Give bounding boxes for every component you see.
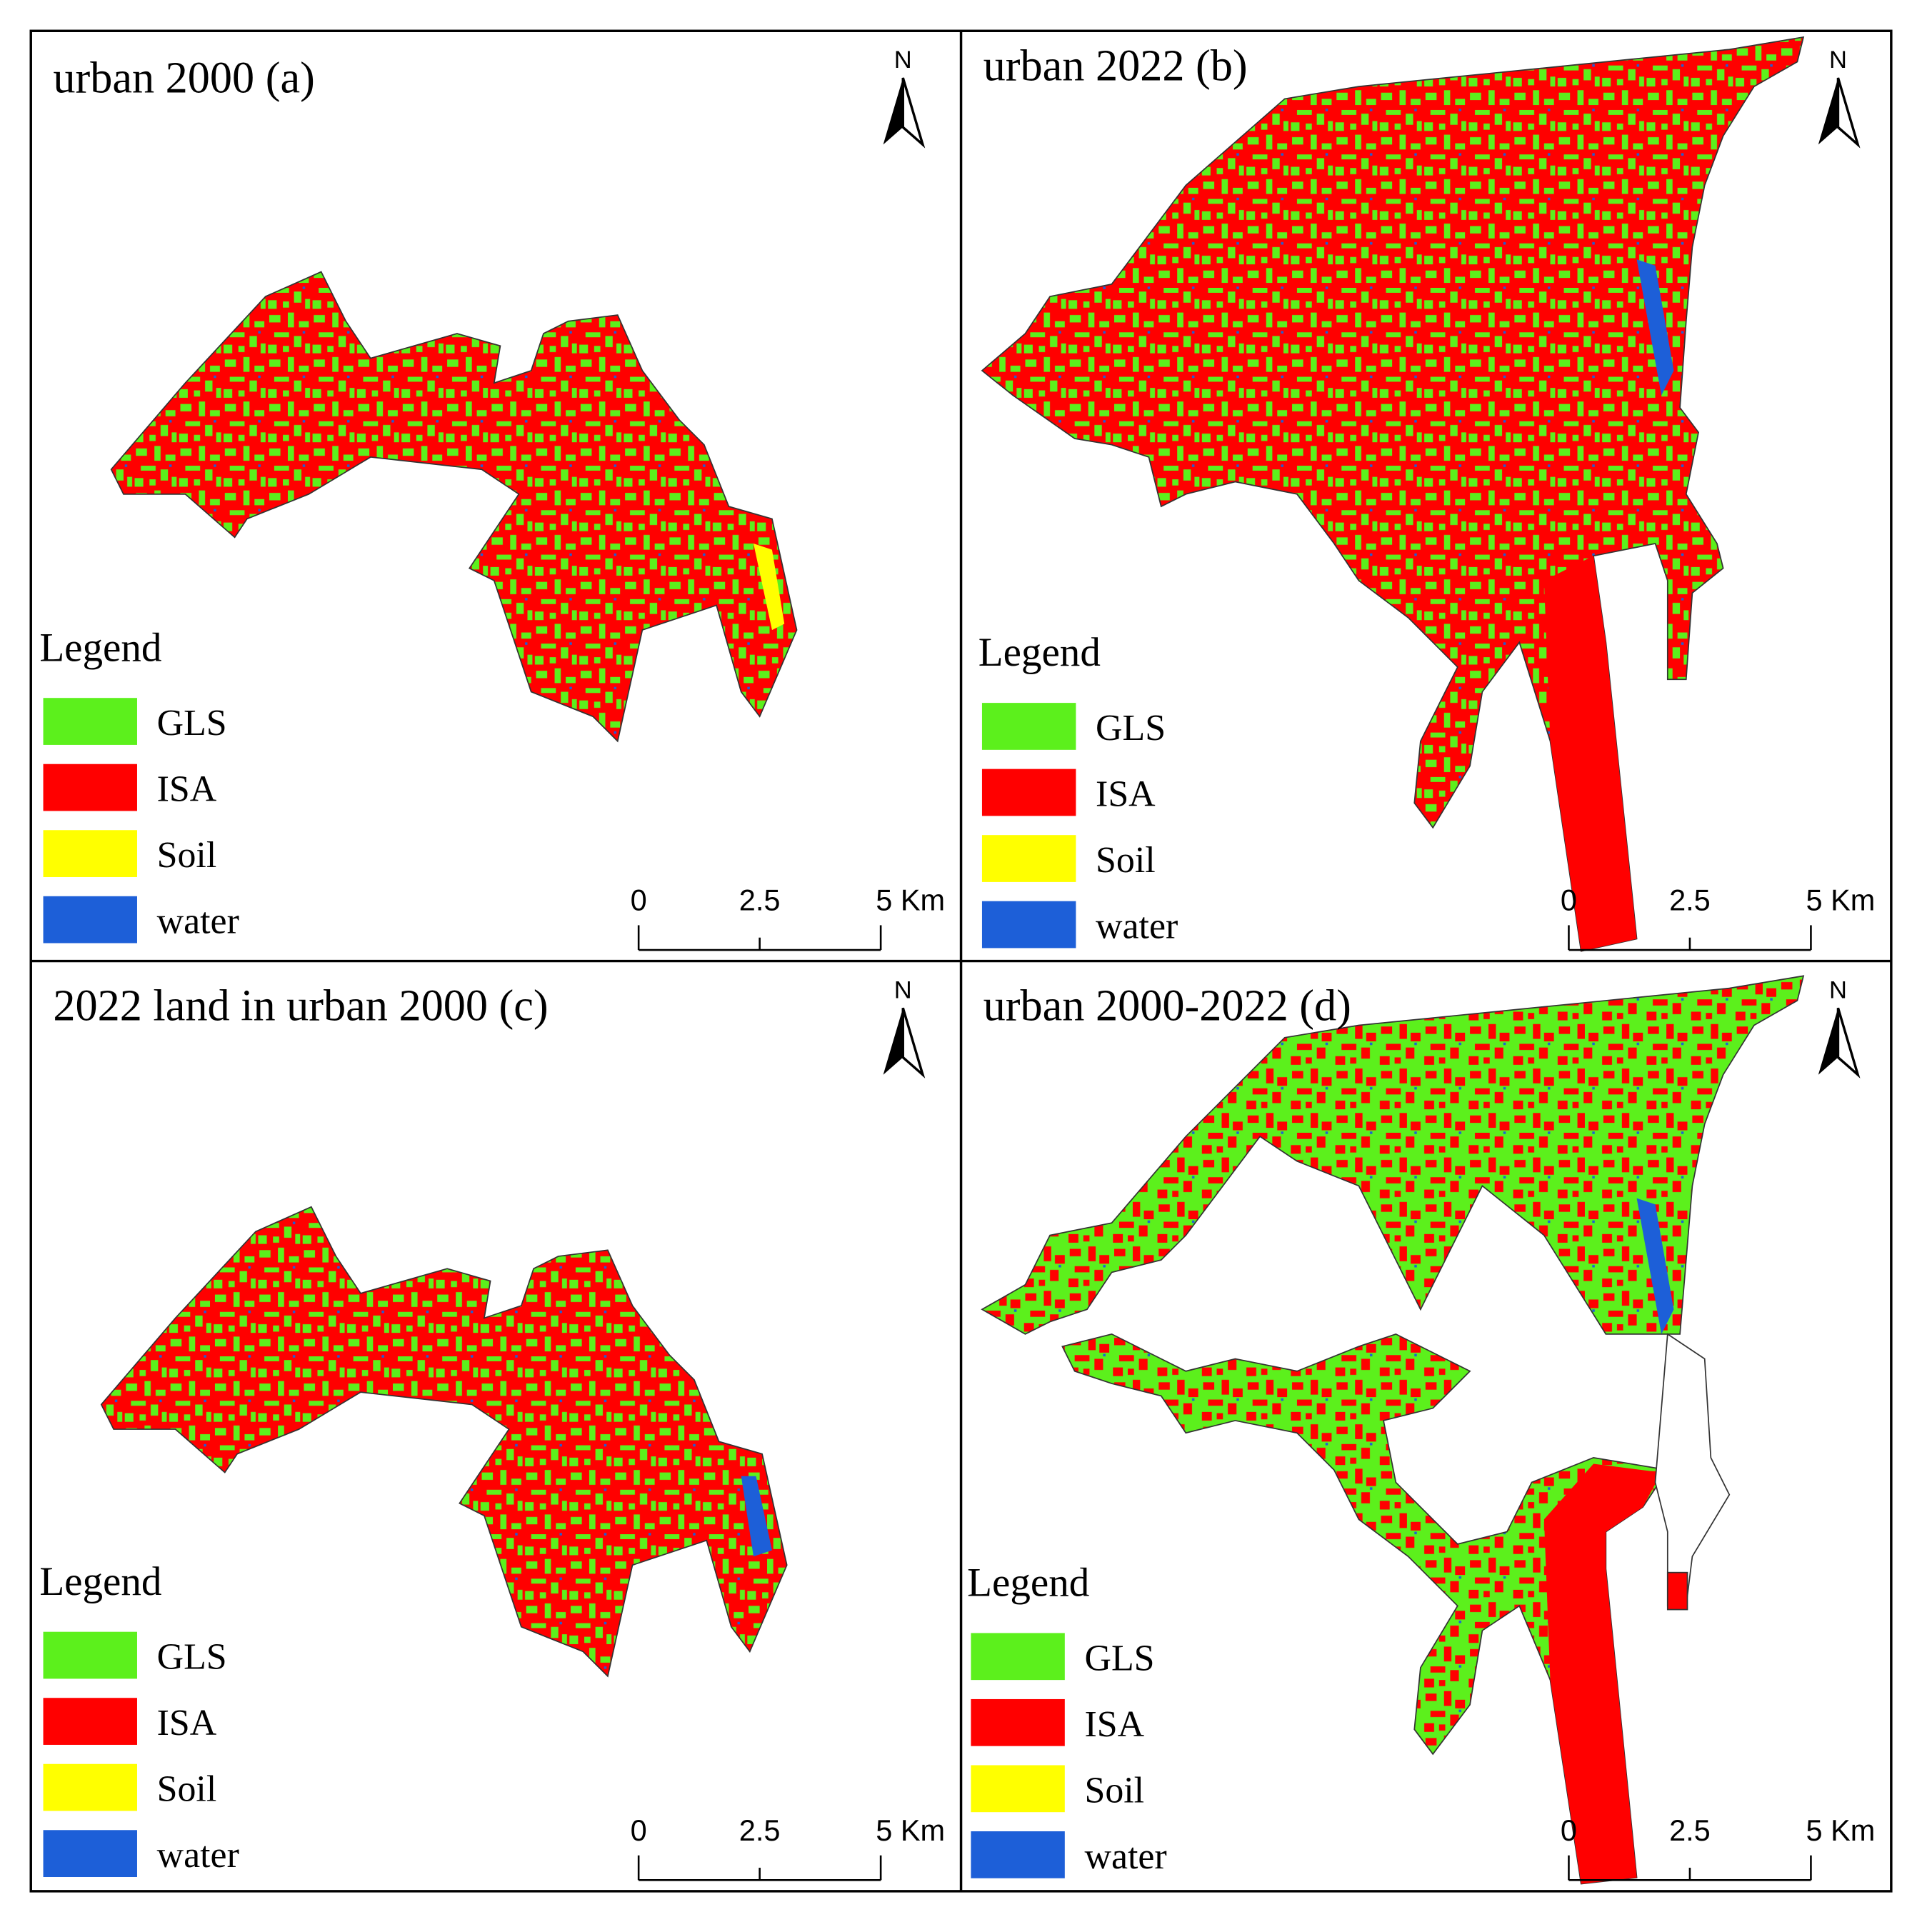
north-arrow: [883, 77, 904, 145]
legend-swatch: [43, 830, 137, 877]
legend-title: Legend: [978, 630, 1101, 675]
north-arrow: [883, 1008, 904, 1075]
north-arrow: [1836, 77, 1861, 149]
panel-title: 2022 land in urban 2000 (c): [53, 982, 548, 1031]
legend-swatch: [43, 1631, 137, 1679]
north-label: N: [894, 976, 912, 1003]
legend-label: GLS: [157, 703, 227, 744]
scale-label: 5 Km: [1806, 1813, 1876, 1847]
legend-swatch: [971, 1698, 1065, 1746]
panel-title: urban 2022 (b): [983, 41, 1248, 90]
north-label: N: [894, 46, 912, 74]
panel: 2022 land in urban 2000 (c) N Legend GLS ISA…: [39, 976, 945, 1881]
panel: urban 2000 (a) N Legend GLS ISA Soil water 0 2.5…: [39, 46, 945, 951]
legend-label: Soil: [157, 1769, 217, 1810]
legend-label: ISA: [157, 1703, 217, 1743]
scale-label: 5 Km: [876, 1813, 945, 1847]
north-label: N: [1829, 976, 1847, 1003]
panel-title: urban 2000-2022 (d): [983, 982, 1351, 1031]
legend-swatch: [43, 1830, 137, 1877]
legend-label: Soil: [1096, 840, 1156, 881]
legend-label: GLS: [1096, 708, 1166, 749]
legend-swatch: [43, 764, 137, 811]
scale-label: 0: [1561, 1813, 1577, 1847]
port-d: [1543, 1463, 1662, 1884]
legend-label: water: [1084, 1836, 1166, 1877]
scale-label: 5 Km: [876, 884, 945, 917]
legend-label: Soil: [1084, 1770, 1144, 1811]
maps: [100, 36, 1805, 1885]
legend-swatch: [981, 901, 1076, 949]
north-arrow: [901, 77, 926, 149]
legend-label: ISA: [1084, 1704, 1144, 1745]
north-arrow: [1818, 1008, 1838, 1075]
scale-label: 2.5: [739, 1813, 781, 1847]
frame: [29, 29, 1893, 1893]
legend-swatch: [981, 703, 1076, 750]
legend-label: ISA: [157, 769, 217, 810]
legend-swatch: [43, 896, 137, 944]
legend-title: Legend: [967, 1561, 1089, 1606]
legend-swatch: [971, 1765, 1065, 1813]
panel: urban 2000-2022 (d) N Legend GLS ISA Soil wate…: [967, 976, 1876, 1881]
north-arrow: [1836, 1007, 1861, 1078]
legend-swatch: [971, 1633, 1065, 1681]
north-arrow: [901, 1007, 926, 1078]
scale-label: 2.5: [1669, 1813, 1711, 1847]
map-urban-2000: [110, 271, 798, 743]
legend-swatch: [971, 1831, 1065, 1878]
legend-label: Soil: [157, 835, 217, 876]
map-expansion-north: [981, 975, 1805, 1335]
scale-label: 2.5: [739, 884, 781, 917]
legend-swatch: [43, 1763, 137, 1811]
legend-swatch: [43, 698, 137, 745]
lake-d: [1636, 1198, 1674, 1334]
legend-label: ISA: [1096, 774, 1156, 815]
legend-label: water: [157, 1835, 239, 1876]
scale-label: 2.5: [1669, 884, 1711, 917]
legend-swatch: [43, 1698, 137, 1745]
panel-title: urban 2000 (a): [53, 54, 314, 103]
scale-label: 0: [1561, 884, 1577, 917]
scale-label: 0: [631, 1813, 647, 1847]
legend-label: GLS: [1084, 1638, 1154, 1678]
scale-label: 0: [631, 884, 647, 917]
legend-title: Legend: [39, 1559, 161, 1604]
legend-label: water: [1096, 906, 1178, 947]
legend-label: GLS: [157, 1637, 227, 1678]
soil-strip: [753, 544, 785, 631]
legend-title: Legend: [39, 625, 161, 670]
legend-swatch: [981, 769, 1076, 816]
coast-outline: [1654, 1333, 1731, 1607]
coast-isa: [1666, 1571, 1688, 1611]
legend-swatch: [981, 835, 1076, 882]
port: [1543, 556, 1637, 951]
legend-label: water: [157, 901, 239, 942]
coast-water: [741, 1476, 772, 1557]
lake: [1636, 259, 1674, 396]
scale-label: 5 Km: [1806, 884, 1876, 917]
north-label: N: [1829, 46, 1847, 74]
panel: urban 2022 (b) N Legend GLS ISA Soil water 0 2.5…: [978, 41, 1876, 951]
